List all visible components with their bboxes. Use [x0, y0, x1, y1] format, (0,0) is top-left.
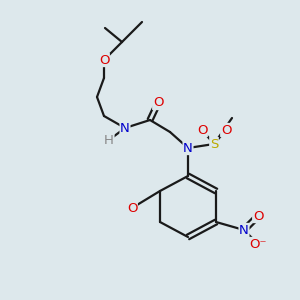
- Text: O: O: [99, 53, 109, 67]
- Text: N: N: [183, 142, 193, 154]
- Text: O: O: [253, 209, 263, 223]
- Text: O⁻: O⁻: [249, 238, 267, 250]
- Text: N: N: [120, 122, 130, 134]
- Text: N: N: [239, 224, 249, 236]
- Text: S: S: [210, 137, 218, 151]
- Text: O: O: [153, 97, 163, 110]
- Text: O: O: [221, 124, 231, 136]
- Text: O: O: [197, 124, 207, 136]
- Text: H: H: [104, 134, 114, 146]
- Text: O: O: [127, 202, 137, 214]
